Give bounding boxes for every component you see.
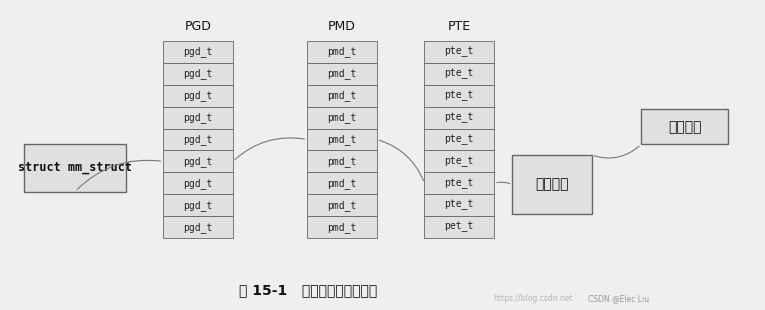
Text: struct mm_struct: struct mm_struct <box>18 162 132 175</box>
FancyBboxPatch shape <box>307 172 377 194</box>
FancyBboxPatch shape <box>425 150 494 172</box>
FancyBboxPatch shape <box>425 107 494 129</box>
Text: pgd_t: pgd_t <box>184 68 213 79</box>
FancyBboxPatch shape <box>24 144 126 192</box>
Text: pgd_t: pgd_t <box>184 200 213 211</box>
FancyBboxPatch shape <box>425 194 494 216</box>
Text: pte_t: pte_t <box>444 156 474 166</box>
FancyBboxPatch shape <box>307 129 377 150</box>
FancyBboxPatch shape <box>163 216 233 238</box>
Text: 页面结构: 页面结构 <box>536 178 569 192</box>
FancyBboxPatch shape <box>425 85 494 107</box>
Text: PMD: PMD <box>328 20 356 33</box>
Text: 图 15-1   虚拟－物理地址查询: 图 15-1 虚拟－物理地址查询 <box>239 283 377 298</box>
FancyBboxPatch shape <box>163 41 233 63</box>
FancyBboxPatch shape <box>307 194 377 216</box>
Text: PGD: PGD <box>184 20 211 33</box>
FancyBboxPatch shape <box>307 216 377 238</box>
Text: pte_t: pte_t <box>444 134 474 145</box>
FancyBboxPatch shape <box>163 63 233 85</box>
Text: pmd_t: pmd_t <box>327 46 356 57</box>
FancyBboxPatch shape <box>307 85 377 107</box>
FancyBboxPatch shape <box>641 109 728 144</box>
FancyBboxPatch shape <box>425 41 494 63</box>
FancyBboxPatch shape <box>307 41 377 63</box>
FancyBboxPatch shape <box>163 107 233 129</box>
FancyBboxPatch shape <box>425 172 494 194</box>
Text: https://blog.csdn.net: https://blog.csdn.net <box>493 294 573 303</box>
Text: pgd_t: pgd_t <box>184 222 213 232</box>
Text: pgd_t: pgd_t <box>184 134 213 145</box>
Text: pgd_t: pgd_t <box>184 46 213 57</box>
Text: pmd_t: pmd_t <box>327 90 356 101</box>
FancyBboxPatch shape <box>163 85 233 107</box>
FancyBboxPatch shape <box>425 129 494 150</box>
FancyBboxPatch shape <box>163 129 233 150</box>
Text: pte_t: pte_t <box>444 46 474 57</box>
Text: pmd_t: pmd_t <box>327 222 356 232</box>
Text: pte_t: pte_t <box>444 91 474 101</box>
Text: pte_t: pte_t <box>444 69 474 79</box>
FancyBboxPatch shape <box>307 63 377 85</box>
Text: pte_t: pte_t <box>444 178 474 188</box>
Text: pmd_t: pmd_t <box>327 178 356 189</box>
FancyBboxPatch shape <box>513 155 592 215</box>
Text: pte_t: pte_t <box>444 112 474 123</box>
FancyBboxPatch shape <box>163 172 233 194</box>
Text: pmd_t: pmd_t <box>327 112 356 123</box>
FancyBboxPatch shape <box>163 150 233 172</box>
Text: 物理页面: 物理页面 <box>668 120 702 134</box>
FancyBboxPatch shape <box>307 150 377 172</box>
Text: pmd_t: pmd_t <box>327 200 356 211</box>
Text: pgd_t: pgd_t <box>184 90 213 101</box>
Text: pmd_t: pmd_t <box>327 156 356 167</box>
FancyBboxPatch shape <box>425 216 494 238</box>
Text: pte_t: pte_t <box>444 200 474 210</box>
Text: pgd_t: pgd_t <box>184 178 213 189</box>
Text: pmd_t: pmd_t <box>327 68 356 79</box>
Text: pmd_t: pmd_t <box>327 134 356 145</box>
FancyBboxPatch shape <box>425 63 494 85</box>
Text: pet_t: pet_t <box>444 222 474 232</box>
FancyBboxPatch shape <box>307 107 377 129</box>
Text: pgd_t: pgd_t <box>184 112 213 123</box>
Text: PTE: PTE <box>448 20 471 33</box>
FancyBboxPatch shape <box>163 194 233 216</box>
Text: CSDN @Elec Liu: CSDN @Elec Liu <box>588 294 649 303</box>
Text: pgd_t: pgd_t <box>184 156 213 167</box>
